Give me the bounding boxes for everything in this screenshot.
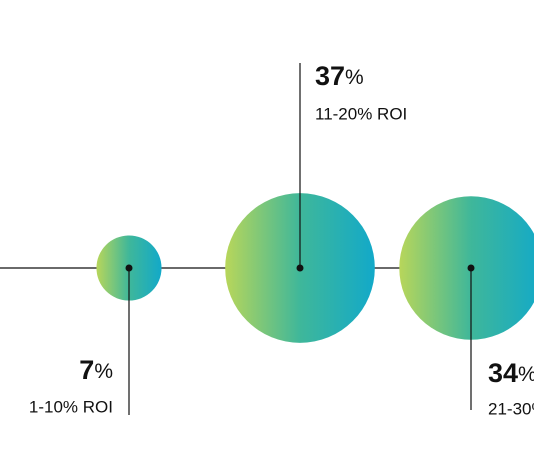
value-label: 34% (488, 358, 534, 388)
value-number: 34 (488, 358, 518, 388)
value-label: 37% (315, 61, 364, 91)
value-label: 7% (79, 355, 113, 385)
center-dot (296, 264, 304, 272)
center-dot (467, 264, 475, 272)
center-dot (125, 264, 133, 272)
value-unit: % (94, 360, 113, 383)
category-label: 11-20% ROI (315, 104, 407, 123)
category-label: 21-30% ROI (488, 399, 534, 418)
value-number: 37 (315, 61, 345, 91)
bubble (399, 196, 534, 340)
value-unit: % (518, 363, 534, 386)
category-label: 1-10% ROI (29, 397, 113, 416)
value-unit: % (345, 66, 364, 89)
value-number: 7 (79, 355, 94, 385)
